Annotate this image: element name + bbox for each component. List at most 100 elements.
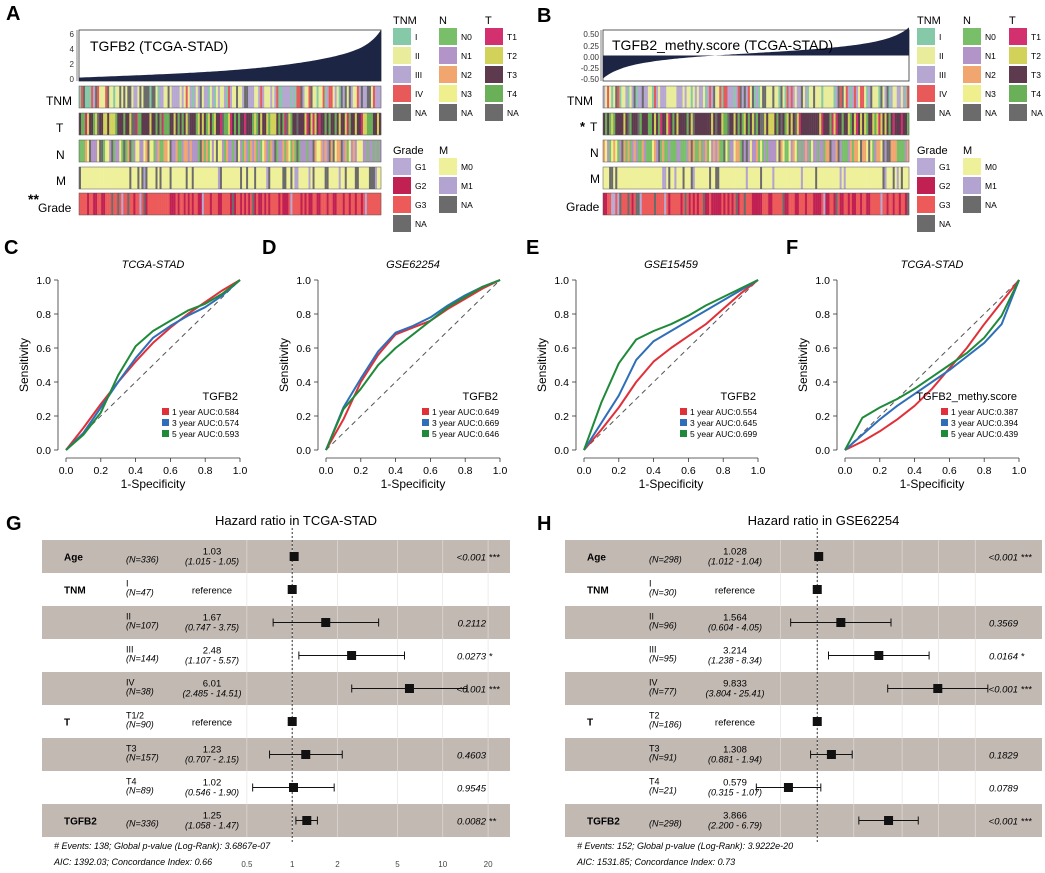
roc-legend-label: 1 year AUC:0.387 xyxy=(951,407,1018,417)
heatmap-panel-a: 6 4 2 0 TGFB2 (TCGA-STAD) TNM T N M Grad… xyxy=(28,29,382,216)
hm-cell xyxy=(658,193,661,215)
hm-cell xyxy=(143,113,146,135)
roc-curve-series-3 xyxy=(583,279,759,451)
forest-hr-point xyxy=(874,651,884,660)
roc-x-tick-label: 0.4 xyxy=(907,465,922,477)
hm-cell xyxy=(135,113,138,135)
hm-cell xyxy=(350,140,354,162)
hm-cell xyxy=(223,113,227,135)
hm-cell xyxy=(841,167,844,189)
hm-cell xyxy=(788,140,791,162)
hm-cell xyxy=(629,140,632,162)
hm-cell xyxy=(605,193,608,215)
hm-cell xyxy=(354,140,358,162)
roc-legend-title: TGFB2 xyxy=(203,391,238,403)
roc-x-tick-label: 0.2 xyxy=(611,465,626,477)
hm-cell xyxy=(613,86,616,108)
hm-cell xyxy=(292,167,295,189)
hm-cell xyxy=(627,113,630,135)
legend-label: N1 xyxy=(985,51,996,61)
hm-cell xyxy=(647,193,651,215)
hm-cell xyxy=(99,86,102,108)
hm-cell xyxy=(858,140,861,162)
hm-cell xyxy=(89,113,92,135)
hm-cell xyxy=(637,113,640,135)
hm-cell xyxy=(641,140,644,162)
hm-cell xyxy=(149,86,152,108)
hm-cell xyxy=(266,193,269,215)
hm-cell xyxy=(743,86,746,108)
hm-cell xyxy=(694,86,698,108)
hm-cell xyxy=(688,193,691,215)
hm-cell xyxy=(643,140,647,162)
roc-x-axis-label: 1-Specificity xyxy=(381,477,446,491)
hm-a-title: TGFB2 (TCGA-STAD) xyxy=(90,38,228,54)
hm-cell xyxy=(770,193,773,215)
forest-ci-text: (0.546 - 1.90) xyxy=(185,788,239,798)
hm-cell xyxy=(354,86,358,108)
forest-footer: AIC: 1392.03; Concordance Index: 0.66 xyxy=(53,857,212,867)
hm-cell xyxy=(270,167,273,189)
roc-curve-series-3 xyxy=(325,279,501,451)
hm-cell xyxy=(215,113,219,135)
hm-cell xyxy=(827,193,830,215)
hm-cell xyxy=(105,140,108,162)
hm-cell xyxy=(129,167,132,189)
hm-cell xyxy=(702,140,706,162)
hm-cell xyxy=(692,86,695,108)
legend-label: IV xyxy=(939,89,947,99)
hm-cell xyxy=(670,86,673,108)
hm-cell xyxy=(680,167,683,189)
hm-cell xyxy=(825,167,828,189)
hm-cell xyxy=(833,113,836,135)
hm-cell xyxy=(109,86,112,108)
hm-cell xyxy=(625,140,628,162)
hm-cell xyxy=(286,113,289,135)
hm-cell xyxy=(302,167,305,189)
hm-cell xyxy=(906,140,910,162)
hm-cell xyxy=(211,86,215,108)
hm-cell xyxy=(723,86,726,108)
hm-cell xyxy=(725,86,728,108)
hm-cell xyxy=(788,193,791,215)
hm-cell xyxy=(833,86,836,108)
roc-x-tick-label: 0.2 xyxy=(872,465,887,477)
hm-cell xyxy=(892,193,895,215)
hm-cell xyxy=(729,86,732,108)
hm-cell xyxy=(758,140,761,162)
hm-cell xyxy=(300,140,303,162)
forest-n: (N=107) xyxy=(126,621,159,631)
hm-cell xyxy=(890,167,893,189)
hm-cell xyxy=(882,113,885,135)
legend-swatch xyxy=(485,47,503,64)
roc-x-tick-label: 0.6 xyxy=(942,465,957,477)
hm-cell xyxy=(807,193,810,215)
hm-cell xyxy=(870,86,873,108)
hm-cell xyxy=(682,140,685,162)
hm-cell xyxy=(764,193,767,215)
hm-cell xyxy=(139,193,142,215)
hm-a-row-label: TNM xyxy=(46,94,72,108)
hm-cell xyxy=(645,167,649,189)
hm-cell xyxy=(139,113,142,135)
hm-cell xyxy=(631,167,634,189)
hm-cell xyxy=(93,140,96,162)
forest-n: (N=144) xyxy=(126,654,159,664)
roc-title: TCGA-STAD xyxy=(122,259,185,271)
hm-cell xyxy=(358,167,362,189)
hm-cell xyxy=(278,193,281,215)
panel-letter-G: G xyxy=(6,513,22,535)
hm-cell xyxy=(276,167,279,189)
hm-cell xyxy=(213,140,217,162)
hm-cell xyxy=(252,86,255,108)
hm-cell xyxy=(637,193,640,215)
hm-cell xyxy=(302,86,305,108)
hm-cell xyxy=(847,193,851,215)
hm-cell xyxy=(221,86,225,108)
hm-cell xyxy=(711,113,714,135)
hm-cell xyxy=(778,193,781,215)
hm-cell xyxy=(825,86,828,108)
hm-cell xyxy=(619,193,622,215)
hm-cell xyxy=(366,140,370,162)
legend-swatch xyxy=(963,28,981,45)
